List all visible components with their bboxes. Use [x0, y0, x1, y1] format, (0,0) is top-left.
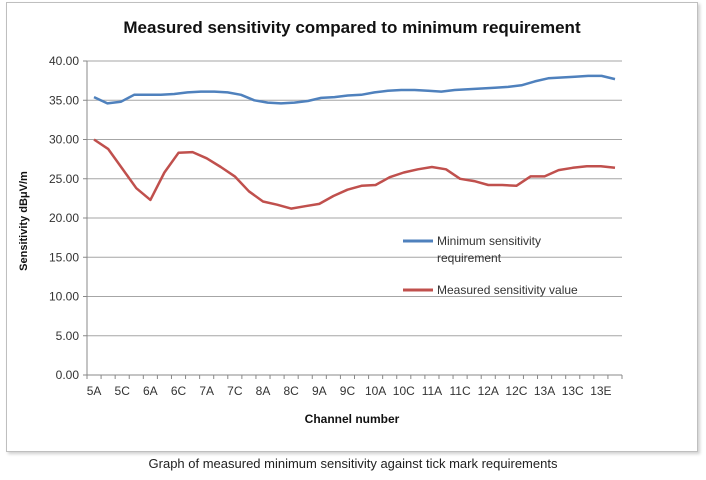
y-tick-labels: 0.00 5.00 10.00 15.00 20.00 25.00 30.00 35.00 40… — [49, 54, 79, 382]
x-tick-label: 13C — [562, 384, 584, 398]
x-tick-label: 6A — [143, 384, 158, 398]
legend-label-requirement: Minimum sensitivity requirement — [437, 234, 541, 265]
y-tick-label: 5.00 — [56, 329, 80, 343]
chart-title: Measured sensitivity compared to minimum… — [123, 18, 581, 37]
x-tick-label: 7A — [199, 384, 214, 398]
y-tick-label: 15.00 — [49, 250, 79, 264]
axes — [86, 61, 623, 379]
y-tick-label: 0.00 — [56, 368, 80, 382]
x-tick-label: 8C — [283, 384, 299, 398]
x-tick-label: 10C — [393, 384, 415, 398]
series-lines — [93, 74, 616, 210]
gridlines — [83, 60, 622, 376]
x-tick-label: 7C — [227, 384, 243, 398]
legend: Minimum sensitivity requirement Measured … — [403, 234, 578, 297]
x-tick-label: 12A — [478, 384, 499, 398]
x-tick-label: 6C — [171, 384, 187, 398]
y-tick-label: 30.00 — [49, 133, 79, 147]
x-tick-label: 9A — [312, 384, 327, 398]
y-tick-label: 40.00 — [49, 54, 79, 68]
x-tick-label: 13A — [534, 384, 555, 398]
y-tick-label: 10.00 — [49, 290, 79, 304]
x-tick-label: 8A — [256, 384, 271, 398]
series-line-requirement — [93, 74, 616, 105]
x-axis-label: Channel number — [305, 412, 400, 426]
x-tick-label: 10A — [365, 384, 386, 398]
x-tick-labels: 5A 5C 6A 6C 7A 7C 8A 8C 9A 9C 10A 10C 11A 11C 12A 12C 13… — [87, 384, 612, 398]
y-tick-label: 35.00 — [49, 93, 79, 107]
chart-frame: Measured sensitivity compared to minimum… — [6, 2, 698, 452]
y-axis-label: Sensitivity dBμV/m — [18, 171, 30, 271]
line-chart: Measured sensitivity compared to minimum… — [18, 18, 623, 426]
x-tick-label: 5A — [87, 384, 102, 398]
y-tick-label: 20.00 — [49, 211, 79, 225]
figure-caption: Graph of measured minimum sensitivity ag… — [148, 456, 558, 471]
x-tick-label: 11C — [450, 384, 471, 398]
legend-label-measured: Measured sensitivity value — [437, 283, 578, 297]
x-tick-label: 12C — [505, 384, 527, 398]
x-tick-label: 11A — [422, 384, 442, 398]
series-line-measured — [93, 138, 616, 210]
x-tick-label: 13E — [590, 384, 611, 398]
x-tick-label: 9C — [340, 384, 356, 398]
y-tick-label: 25.00 — [49, 172, 79, 186]
x-tick-label: 5C — [115, 384, 131, 398]
